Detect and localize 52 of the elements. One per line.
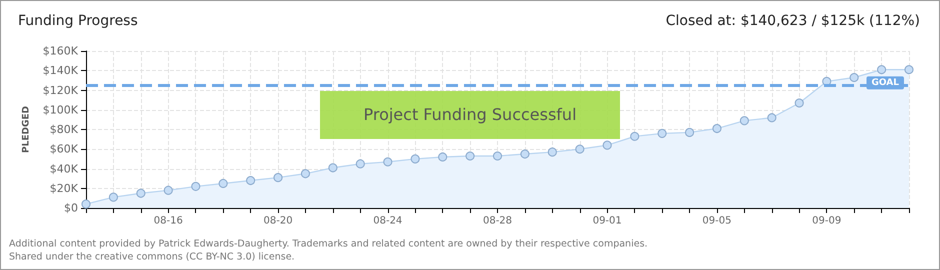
ref-line-label: GOAL bbox=[872, 78, 900, 88]
x-tick-label: 08-16 bbox=[154, 216, 183, 226]
point bbox=[218, 178, 228, 188]
point bbox=[520, 150, 530, 159]
point bbox=[383, 157, 392, 166]
y-tick-label: $40K bbox=[50, 162, 79, 176]
point bbox=[850, 72, 859, 82]
point bbox=[300, 169, 310, 178]
point bbox=[658, 128, 667, 138]
point bbox=[164, 186, 173, 195]
point bbox=[767, 113, 776, 122]
point bbox=[410, 154, 420, 164]
y-tick-label: $20K bbox=[50, 182, 79, 195]
point bbox=[274, 173, 283, 182]
point bbox=[630, 132, 640, 141]
y-tick-label: $140K bbox=[42, 64, 79, 78]
point bbox=[685, 128, 694, 137]
point bbox=[493, 151, 502, 160]
point bbox=[602, 140, 612, 150]
point bbox=[356, 159, 365, 168]
point bbox=[904, 65, 914, 74]
note-box: Project Funding Successful bbox=[320, 91, 620, 139]
x-tick-label: 09-09 bbox=[812, 216, 842, 226]
y-tick-label: $0 bbox=[64, 202, 78, 214]
point bbox=[740, 116, 749, 126]
x-tick-label: 08-28 bbox=[482, 216, 512, 226]
point bbox=[328, 163, 338, 172]
point bbox=[246, 176, 256, 186]
point bbox=[794, 98, 804, 108]
y-tick-label: $160K bbox=[42, 44, 79, 58]
point bbox=[575, 144, 584, 154]
x-tick-label: 08-20 bbox=[264, 216, 293, 226]
text: Additional content provided by Patrick Edwards-Daugherty. Trademarks and related content are owned by their respective companies. bbox=[9, 238, 648, 250]
x-tick-label: 08-24 bbox=[373, 216, 402, 226]
point bbox=[877, 65, 886, 74]
y-tick-label: $100K bbox=[42, 103, 79, 116]
y-tick-label: $60K bbox=[50, 142, 79, 156]
x-tick-label: 09-05 bbox=[702, 216, 732, 226]
point bbox=[712, 124, 722, 134]
y-tick-label: $120K bbox=[42, 84, 79, 97]
point bbox=[136, 188, 146, 198]
chart-subtitle: Closed at: $140,623 / $125k (112%) bbox=[666, 13, 920, 29]
point bbox=[548, 148, 557, 157]
x-tick-label: 09-01 bbox=[592, 216, 622, 226]
point bbox=[191, 182, 200, 191]
y-axis-title: PLEDGED bbox=[22, 106, 32, 153]
point bbox=[466, 151, 475, 160]
point bbox=[108, 192, 118, 202]
text: Shared under the creative commons (CC BY-NC 3.0) license. bbox=[9, 252, 295, 262]
chart-title: Funding Progress bbox=[18, 13, 138, 29]
point bbox=[438, 152, 448, 162]
y-tick-label: $80K bbox=[50, 123, 79, 136]
